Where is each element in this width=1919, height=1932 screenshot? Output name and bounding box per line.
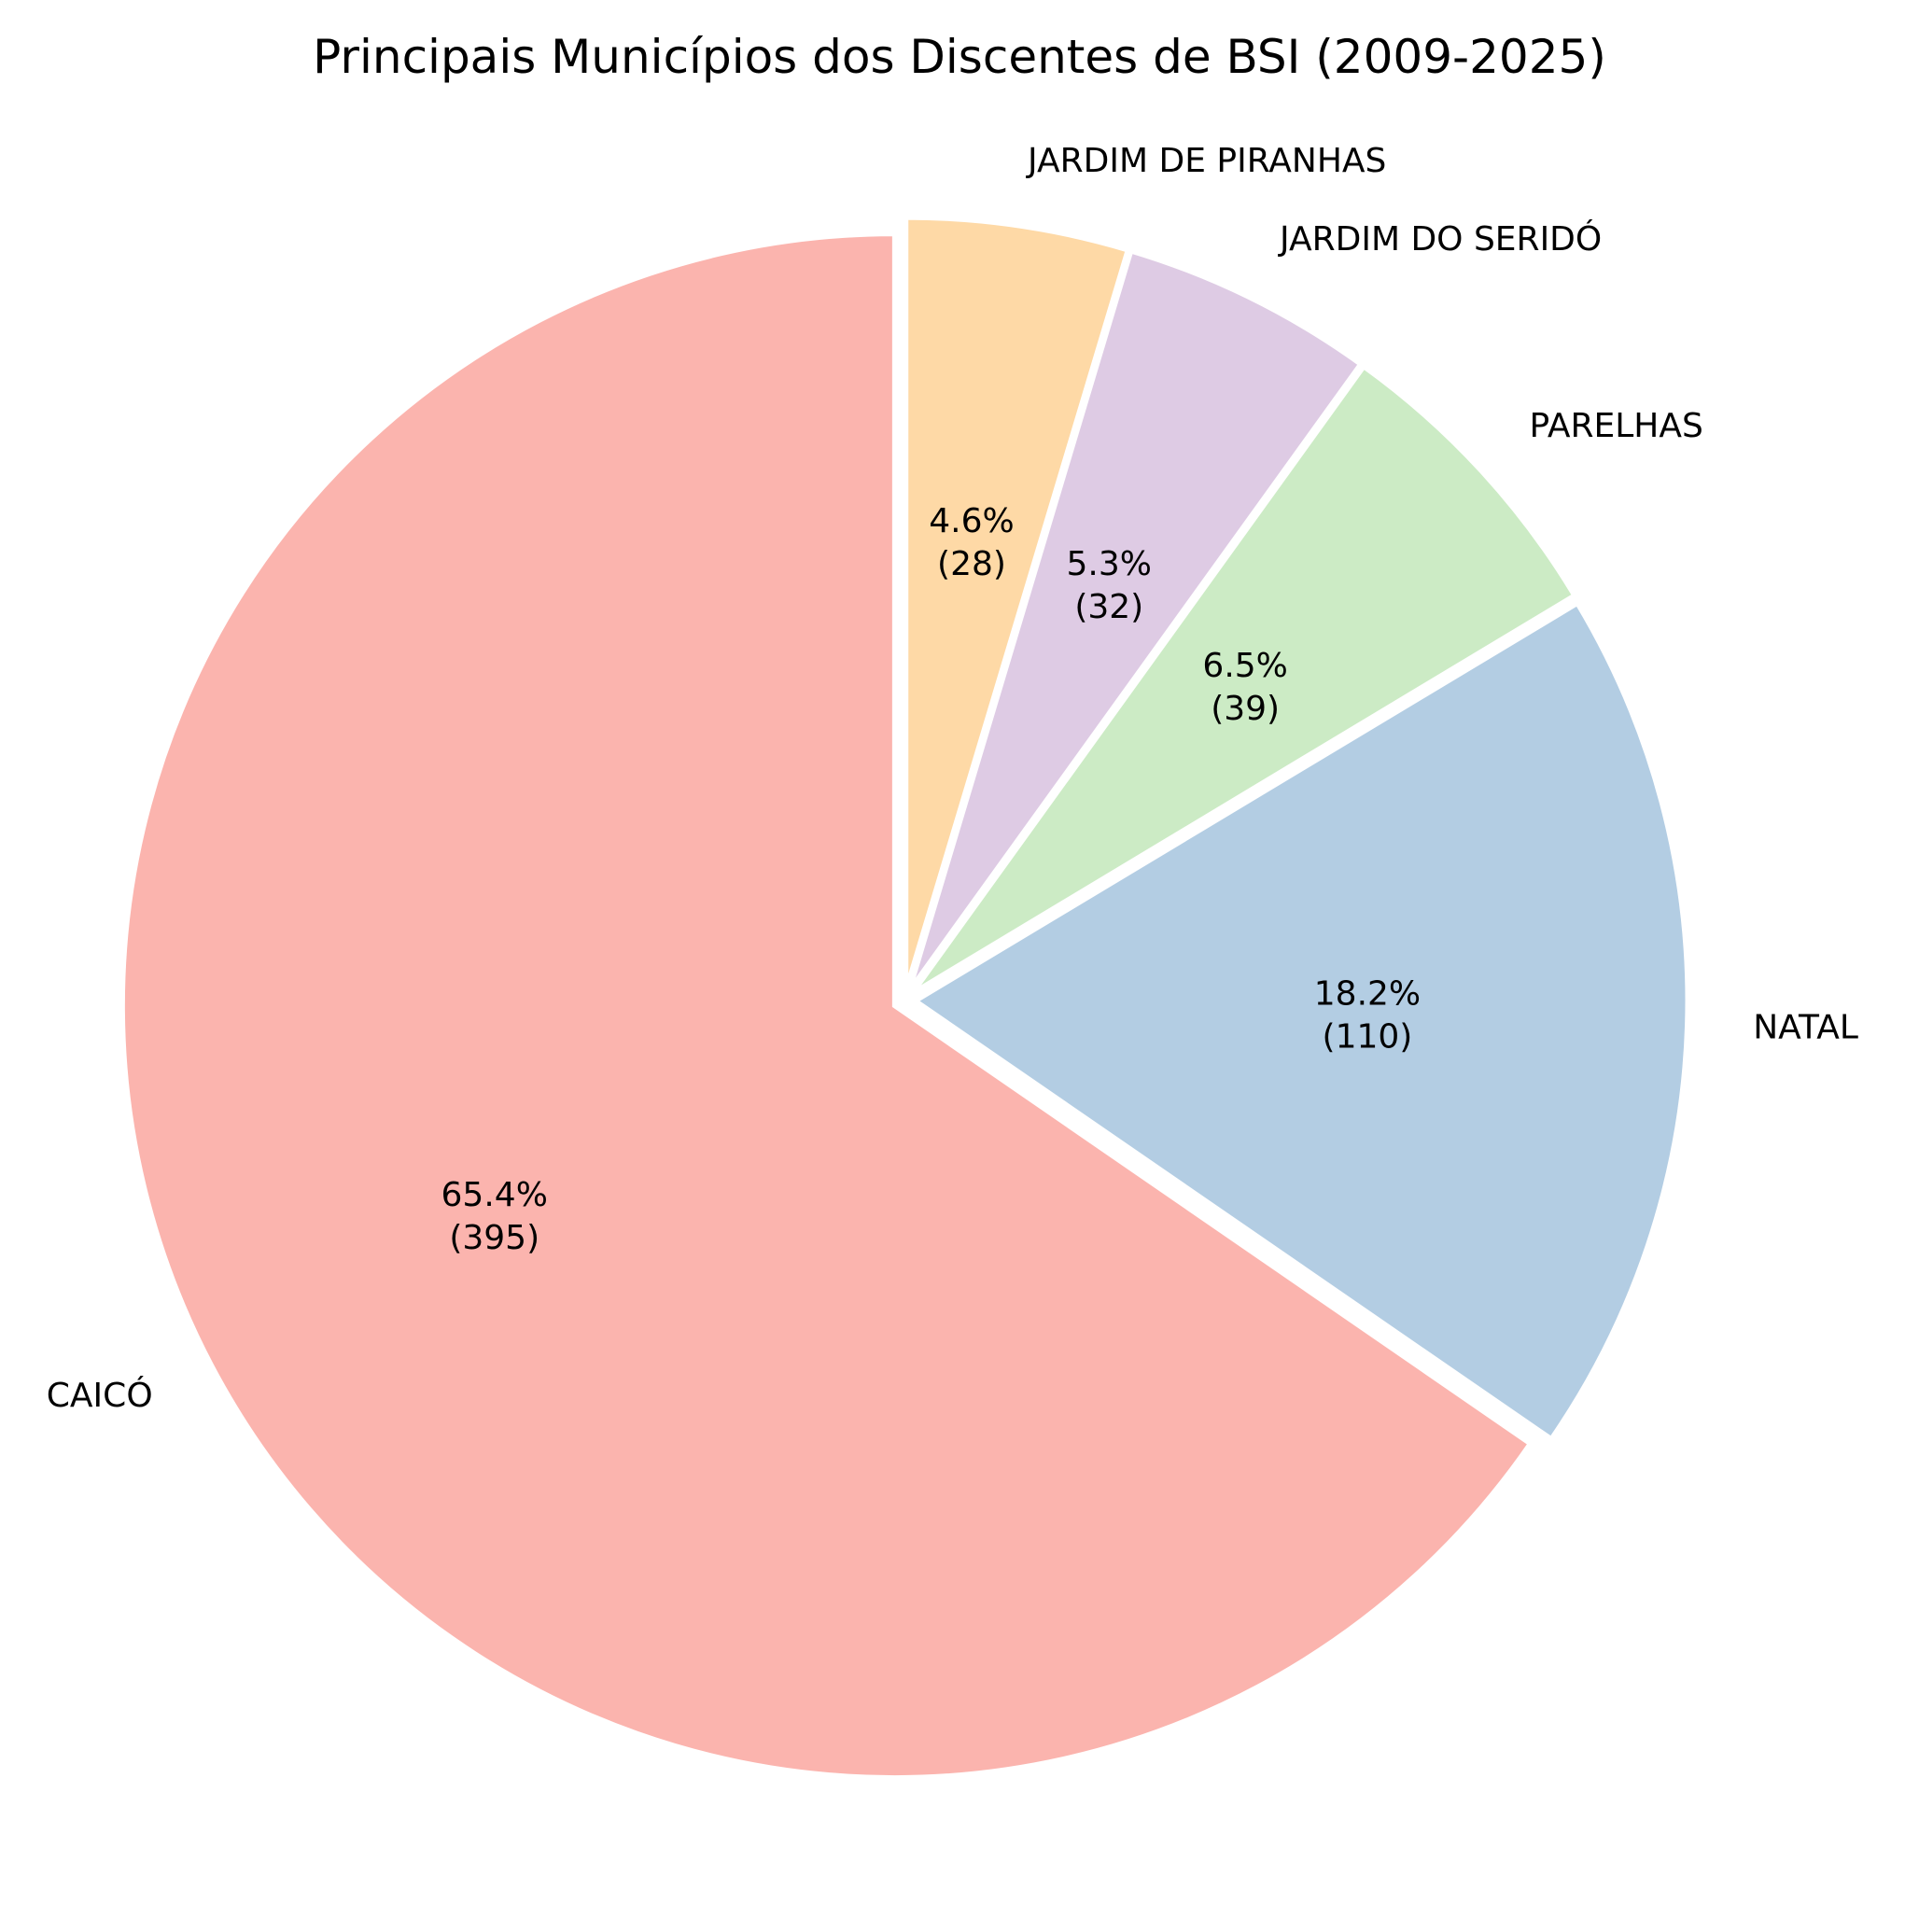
slice-category-label-2: PARELHAS xyxy=(1529,407,1702,445)
slice-percent-label-0: 4.6% xyxy=(929,502,1014,540)
pie-slices xyxy=(119,215,1690,1781)
slice-category-label-1: JARDIM DO SERIDÓ xyxy=(1278,219,1602,259)
slice-count-label-1: (32) xyxy=(1074,588,1143,626)
chart-title: Principais Municípios dos Discentes de B… xyxy=(313,30,1606,84)
slice-count-label-3: (110) xyxy=(1323,1017,1413,1056)
pie-slice-2 xyxy=(910,363,1578,996)
slice-percent-label-2: 6.5% xyxy=(1202,647,1287,685)
slice-percent-label-1: 5.3% xyxy=(1067,545,1152,583)
pie-labels: 4.6% (28) JARDIM DE PIRANHAS 5.3% (32) JARDIM… xyxy=(47,142,1858,1415)
slice-percent-label-4: 65.4% xyxy=(441,1176,548,1214)
pie-slice-4 xyxy=(119,231,1534,1781)
slice-category-label-4: CAICÓ xyxy=(47,1376,153,1415)
pie-slice-1 xyxy=(906,247,1365,992)
slice-category-label-3: NATAL xyxy=(1753,1008,1858,1046)
pie-slice-3 xyxy=(911,600,1690,1443)
slice-percent-label-3: 18.2% xyxy=(1314,974,1421,1013)
slice-count-label-4: (395) xyxy=(449,1219,539,1257)
slice-count-label-0: (28) xyxy=(937,545,1006,583)
slice-count-label-2: (39) xyxy=(1211,690,1280,728)
pie-slice-0 xyxy=(903,215,1131,990)
slice-category-label-0: JARDIM DE PIRANHAS xyxy=(1026,142,1386,180)
